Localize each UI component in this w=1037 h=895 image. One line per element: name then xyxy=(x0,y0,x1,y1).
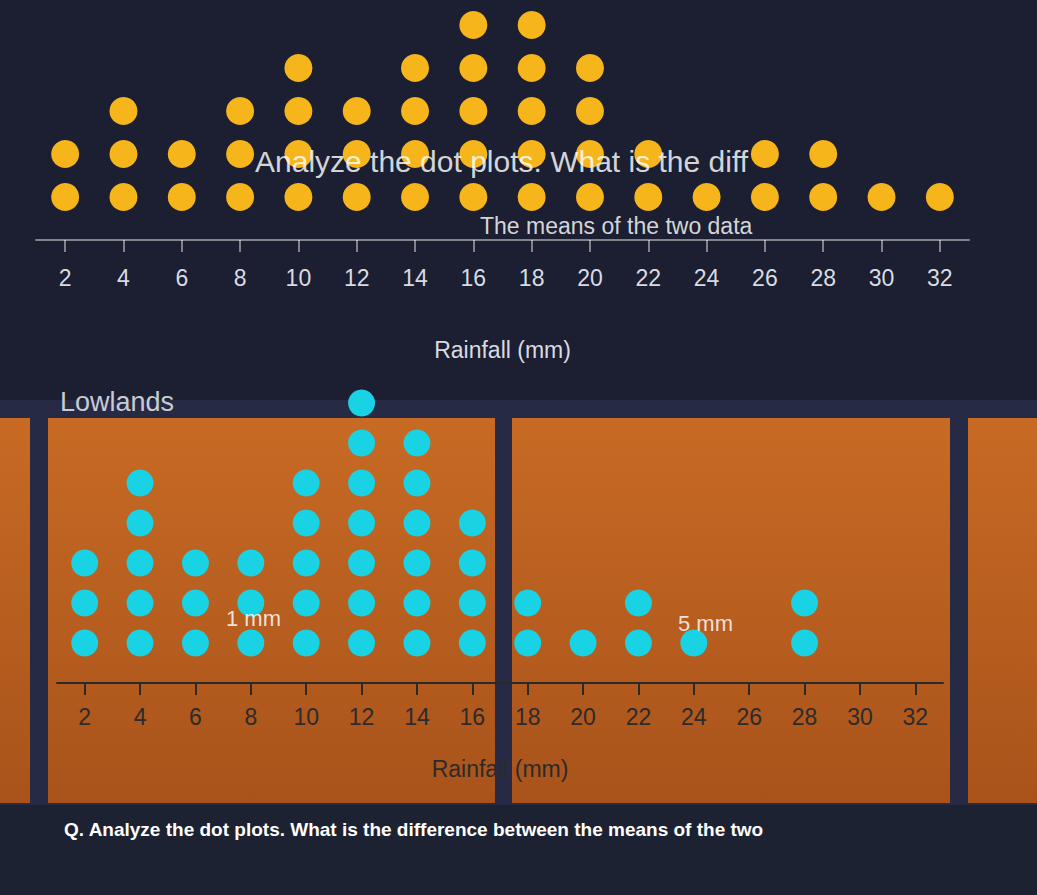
svg-text:26: 26 xyxy=(752,265,778,291)
svg-text:6: 6 xyxy=(189,704,202,730)
svg-text:4: 4 xyxy=(134,704,147,730)
svg-text:6: 6 xyxy=(175,265,188,291)
svg-text:Lowlands: Lowlands xyxy=(60,387,174,417)
svg-text:16: 16 xyxy=(460,704,486,730)
svg-text:22: 22 xyxy=(635,265,661,291)
svg-text:30: 30 xyxy=(847,704,873,730)
svg-text:20: 20 xyxy=(570,704,596,730)
svg-text:24: 24 xyxy=(681,704,707,730)
svg-text:14: 14 xyxy=(402,265,428,291)
svg-text:10: 10 xyxy=(286,265,312,291)
svg-text:10: 10 xyxy=(293,704,319,730)
svg-text:12: 12 xyxy=(349,704,375,730)
svg-text:Q. Analyze the dot plots. What: Q. Analyze the dot plots. What is the di… xyxy=(64,819,763,840)
svg-text:18: 18 xyxy=(519,265,545,291)
svg-text:30: 30 xyxy=(869,265,895,291)
svg-text:Rainfall (mm): Rainfall (mm) xyxy=(432,756,569,782)
svg-text:20: 20 xyxy=(577,265,603,291)
svg-text:5 mm: 5 mm xyxy=(678,611,733,636)
svg-text:24: 24 xyxy=(694,265,720,291)
svg-text:2: 2 xyxy=(78,704,91,730)
svg-text:28: 28 xyxy=(810,265,836,291)
svg-text:8: 8 xyxy=(234,265,247,291)
svg-text:32: 32 xyxy=(927,265,953,291)
svg-text:The means of the two data: The means of the two data xyxy=(480,213,753,239)
svg-text:22: 22 xyxy=(626,704,652,730)
svg-text:12: 12 xyxy=(344,265,370,291)
svg-text:16: 16 xyxy=(461,265,487,291)
svg-text:1 mm: 1 mm xyxy=(226,606,281,631)
svg-text:4: 4 xyxy=(117,265,130,291)
svg-text:2: 2 xyxy=(59,265,72,291)
svg-text:Rainfall (mm): Rainfall (mm) xyxy=(434,337,571,363)
svg-text:28: 28 xyxy=(792,704,818,730)
svg-text:26: 26 xyxy=(736,704,762,730)
svg-text:Analyze the dot plots. What is: Analyze the dot plots. What is the diff xyxy=(255,145,749,178)
svg-text:8: 8 xyxy=(244,704,257,730)
svg-text:18: 18 xyxy=(515,704,541,730)
svg-text:14: 14 xyxy=(404,704,430,730)
svg-text:32: 32 xyxy=(903,704,929,730)
